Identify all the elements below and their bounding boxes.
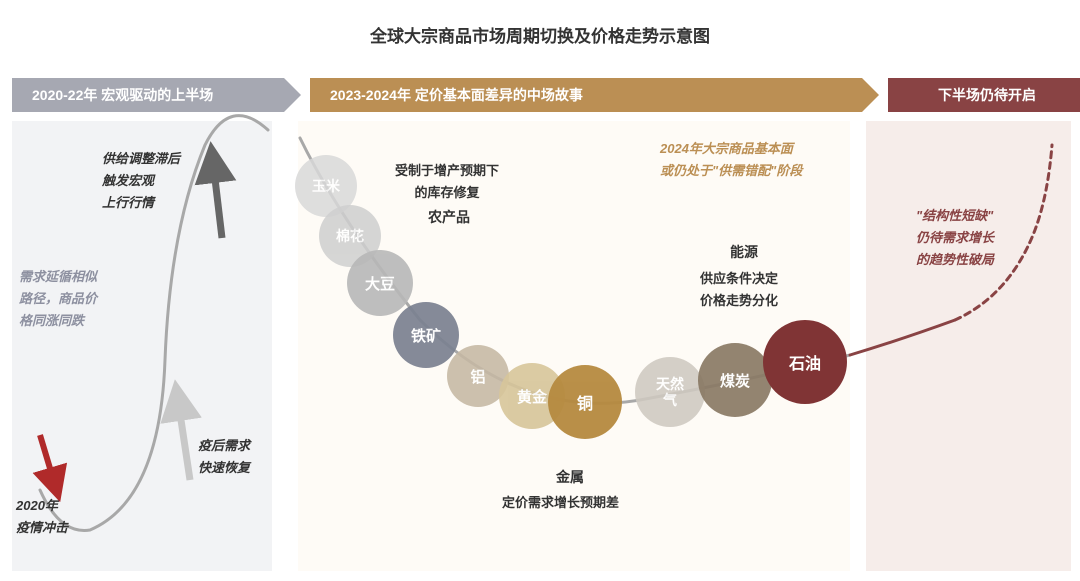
phase-tab-2: 下半场仍待开启 [888, 78, 1080, 112]
phase-tab-label: 2020-22年 宏观驱动的上半场 [32, 85, 213, 105]
commodity-circle-大豆: 大豆 [347, 250, 413, 316]
phase-tab-1: 2023-2024年 定价基本面差异的中场故事 [310, 78, 862, 112]
section-label-0: 农产品 [428, 207, 470, 227]
commodity-circle-石油: 石油 [763, 320, 847, 404]
commodity-circle-煤炭: 煤炭 [698, 343, 772, 417]
tab-row: 2020-22年 宏观驱动的上半场 2023-2024年 定价基本面差异的中场故事… [0, 78, 1080, 112]
phase-tab-label: 下半场仍待开启 [938, 85, 1036, 105]
section-label-2: 金属 [556, 467, 584, 487]
annotation-4: 受制于增产预期下的库存修复 [395, 160, 499, 204]
page-title: 全球大宗商品市场周期切换及价格走势示意图 [0, 22, 1080, 47]
section-label-1: 能源 [730, 242, 758, 262]
annotation-8: "结构性短缺"仍待需求增长的趋势性破局 [916, 205, 994, 271]
annotation-6: 供应条件决定价格走势分化 [700, 268, 778, 312]
annotation-0: 供给调整滞后触发宏观上行行情 [102, 148, 180, 214]
annotation-3: 2020年疫情冲击 [16, 495, 68, 539]
phase-tab-label: 2023-2024年 定价基本面差异的中场故事 [330, 85, 583, 105]
annotation-5: 2024年大宗商品基本面或仍处于"供需错配"阶段 [660, 138, 802, 182]
commodity-circle-天然气: 天然气 [635, 357, 705, 427]
annotation-7: 定价需求增长预期差 [502, 492, 619, 514]
commodity-circle-铁矿: 铁矿 [393, 302, 459, 368]
commodity-circle-铜: 铜 [548, 365, 622, 439]
annotation-2: 疫后需求快速恢复 [198, 435, 250, 479]
annotation-1: 需求延循相似路径，商品价格同涨同跌 [19, 266, 97, 332]
panel-2 [866, 121, 1071, 571]
phase-tab-0: 2020-22年 宏观驱动的上半场 [12, 78, 284, 112]
